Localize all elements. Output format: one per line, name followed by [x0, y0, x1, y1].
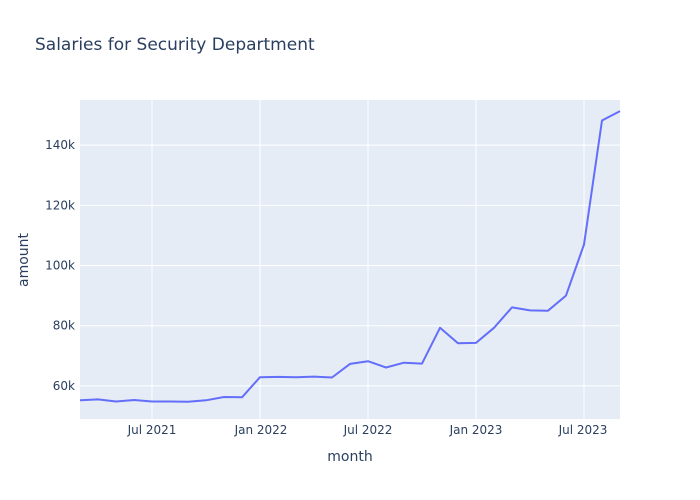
y-tick-label: 60k — [53, 379, 75, 393]
x-tick-labels: Jul 2021 Jan 2022 Jul 2022 Jan 2023 Jul … — [127, 423, 608, 437]
x-tick-label: Jul 2023 — [558, 423, 608, 437]
x-gridlines — [151, 100, 585, 419]
x-tick-label: Jan 2022 — [234, 423, 288, 437]
y-gridlines — [80, 144, 620, 387]
y-axis-title: amount — [16, 232, 32, 287]
plot-area — [80, 100, 620, 419]
x-tick-label: Jul 2021 — [127, 423, 177, 437]
y-tick-labels: 60k 80k 100k 120k 140k — [45, 138, 75, 393]
x-tick-label: Jul 2022 — [343, 423, 393, 437]
y-tick-label: 140k — [45, 138, 75, 152]
x-axis-title: month — [327, 449, 372, 465]
y-tick-label: 120k — [45, 198, 75, 212]
y-tick-label: 100k — [45, 259, 75, 273]
series-line — [79, 110, 621, 403]
chart-title: Salaries for Security Department — [35, 35, 315, 55]
y-tick-label: 80k — [53, 319, 75, 333]
x-tick-label: Jan 2023 — [449, 423, 503, 437]
